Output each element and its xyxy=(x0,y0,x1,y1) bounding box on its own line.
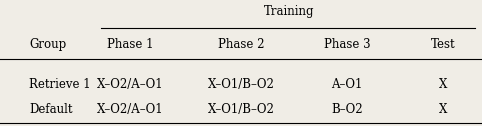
Text: Training: Training xyxy=(264,5,314,18)
Text: X–O1/B–O2: X–O1/B–O2 xyxy=(208,103,274,116)
Text: Default: Default xyxy=(29,103,72,116)
Text: X: X xyxy=(439,103,448,116)
Text: Test: Test xyxy=(431,38,456,51)
Text: X: X xyxy=(439,78,448,91)
Text: A–O1: A–O1 xyxy=(331,78,363,91)
Text: X–O2/A–O1: X–O2/A–O1 xyxy=(97,103,163,116)
Text: Phase 3: Phase 3 xyxy=(324,38,370,51)
Text: Retrieve 1: Retrieve 1 xyxy=(29,78,91,91)
Text: B–O2: B–O2 xyxy=(331,103,363,116)
Text: Group: Group xyxy=(29,38,66,51)
Text: Phase 2: Phase 2 xyxy=(218,38,264,51)
Text: X–O1/B–O2: X–O1/B–O2 xyxy=(208,78,274,91)
Text: X–O2/A–O1: X–O2/A–O1 xyxy=(97,78,163,91)
Text: Phase 1: Phase 1 xyxy=(107,38,153,51)
